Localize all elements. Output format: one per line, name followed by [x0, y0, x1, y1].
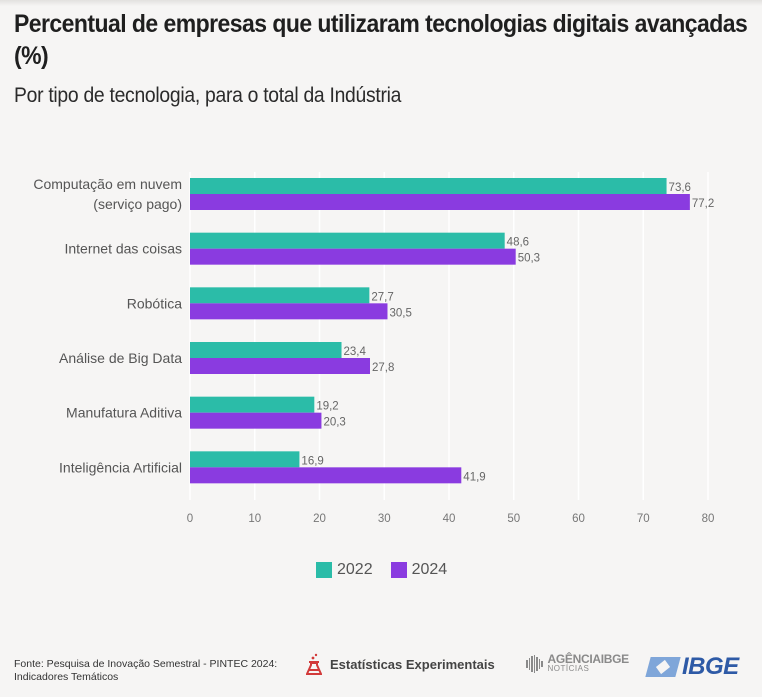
x-tick-label: 70: [637, 513, 650, 525]
category-label: Internet das coisas: [64, 241, 182, 257]
x-tick-label: 80: [702, 513, 715, 525]
chart-subtitle: Por tipo de tecnologia, para o total da …: [14, 84, 402, 107]
category-label: Manufatura Aditiva: [66, 405, 182, 421]
x-tick-label: 0: [187, 513, 193, 525]
chart-title: Percentual de empresas que utilizaram te…: [14, 10, 748, 70]
bar-2024: [190, 194, 690, 210]
value-label-2022: 23,4: [344, 346, 367, 358]
bar-2024: [190, 358, 371, 374]
source-line-2: Indicadores Temáticos: [14, 671, 119, 683]
category-label-line: Robótica: [127, 295, 182, 311]
legend-swatch-2022: [316, 562, 332, 578]
category-label-line: Manufatura Aditiva: [66, 405, 182, 421]
logo-agencia-ibge: AGÊNCIAIBGE NOTÍCIAS: [526, 652, 630, 674]
x-tick-label: 50: [507, 513, 520, 525]
value-label-2024: 50,3: [518, 253, 540, 265]
legend-item-2022[interactable]: 2022: [316, 561, 373, 579]
category-label-line: Computação em nuvem: [33, 176, 182, 192]
top-shade: [0, 0, 762, 6]
bar-2022: [190, 287, 370, 304]
logo-ee-text: Estatísticas Experimentais: [330, 656, 495, 672]
x-tick-label: 60: [572, 513, 585, 525]
x-tick-label: 40: [443, 513, 456, 525]
category-label-line: Análise de Big Data: [59, 350, 182, 366]
bar-chart: 0 10 20 30 40 50 60 70 80 Computação em nuvem (ser…: [33, 172, 715, 525]
value-label-2024: 27,8: [372, 362, 394, 374]
logo-estatisticas-experimentais: Estatísticas Experimentais: [306, 653, 495, 675]
legend-swatch-2024: [390, 562, 407, 578]
value-label-2022: 19,2: [316, 401, 338, 413]
value-label-2022: 16,9: [301, 455, 323, 467]
flask-icon: [306, 653, 322, 675]
x-tick-label: 20: [313, 513, 326, 525]
logo-agencia-subtext: NOTÍCIAS: [547, 664, 590, 673]
category-label: Robótica: [127, 295, 182, 311]
logo-ibge: IBGE: [645, 653, 739, 681]
legend: 2022 2024: [316, 561, 465, 579]
logo-ibge-text: IBGE: [682, 653, 739, 680]
x-tick-label: 30: [378, 513, 391, 525]
value-label-2022: 48,6: [507, 237, 529, 249]
value-label-2022: 73,6: [669, 182, 691, 194]
bar-2022: [190, 342, 342, 358]
bar-2024: [190, 467, 462, 484]
value-label-2024: 20,3: [323, 417, 345, 429]
category-label: Inteligência Artificial: [59, 459, 182, 475]
bar-2024: [190, 303, 388, 320]
logo-agencia-text: AGÊNCIAIBGE: [547, 652, 630, 666]
bar-2024: [190, 412, 322, 429]
soundwave-icon: [526, 655, 544, 673]
value-label-2024: 77,2: [692, 198, 714, 210]
category-label: Análise de Big Data: [59, 350, 182, 366]
legend-label-2024: 2024: [411, 561, 448, 578]
category-label-line: (serviço pago): [93, 196, 182, 212]
bar-2022: [190, 232, 505, 249]
category-label-line: Inteligência Artificial: [59, 459, 182, 475]
category-label: Computação em nuvem (serviço pago): [33, 176, 182, 212]
ibge-mark-icon: [645, 657, 681, 677]
bar-2022: [190, 396, 315, 413]
bar-2022: [190, 178, 667, 194]
value-label-2022: 27,7: [371, 291, 393, 303]
bar-2022: [190, 451, 300, 468]
category-label-line: Internet das coisas: [64, 241, 182, 257]
value-label-2024: 30,5: [389, 307, 411, 319]
x-tick-label: 10: [248, 513, 261, 525]
legend-label-2022: 2022: [337, 561, 373, 578]
source-line-1: Fonte: Pesquisa de Inovação Semestral - …: [14, 658, 278, 670]
legend-item-2024[interactable]: 2024: [390, 561, 448, 579]
value-label-2024: 41,9: [463, 471, 485, 483]
source-note: Fonte: Pesquisa de Inovação Semestral - …: [14, 658, 304, 684]
bar-2024: [190, 248, 516, 265]
